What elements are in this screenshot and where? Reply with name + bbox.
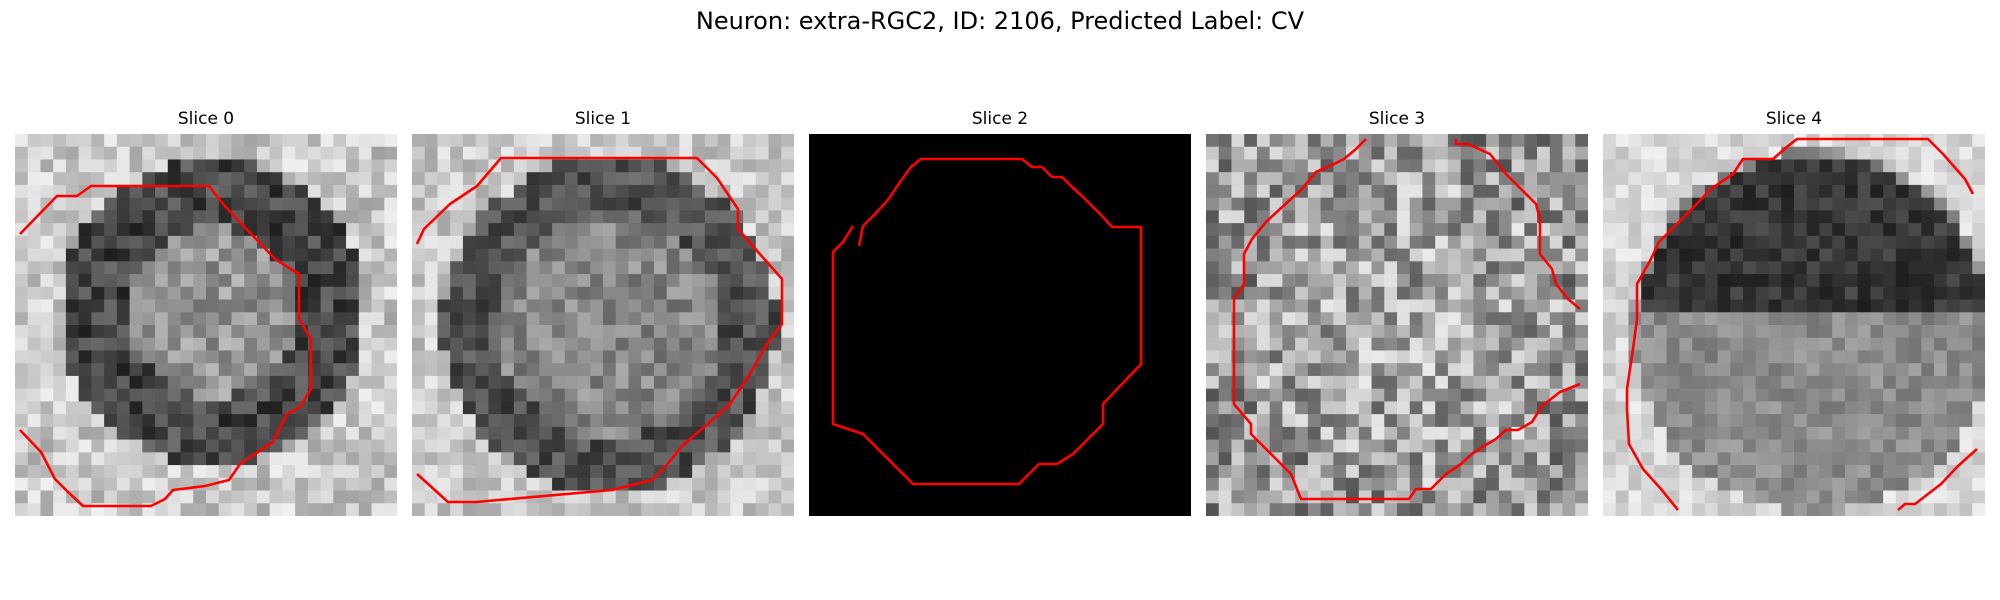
slice-0-contour bbox=[19, 184, 313, 508]
slice-1-title: Slice 1 bbox=[574, 109, 632, 129]
slice-4-image bbox=[1603, 134, 1985, 516]
slice-4-contour-lower bbox=[1897, 448, 1978, 511]
slice-4-contour bbox=[1625, 137, 1975, 511]
slice-0-image bbox=[15, 134, 397, 516]
slice-3-image bbox=[1206, 134, 1588, 516]
slice-1-contour bbox=[415, 156, 784, 504]
slice-4-title: Slice 4 bbox=[1765, 109, 1823, 129]
slice-1-image bbox=[412, 134, 794, 516]
slice-2-title: Slice 2 bbox=[971, 109, 1029, 129]
slice-3-contour-right bbox=[1454, 139, 1581, 310]
figure-title: Neuron: extra-RGC2, ID: 2106, Predicted … bbox=[695, 7, 1305, 35]
slice-2-image bbox=[809, 134, 1191, 516]
slice-0-title: Slice 0 bbox=[177, 109, 235, 129]
slice-3-title: Slice 3 bbox=[1368, 109, 1426, 129]
slice-2-contour bbox=[831, 157, 1143, 486]
slice-3-contour bbox=[1232, 138, 1581, 501]
